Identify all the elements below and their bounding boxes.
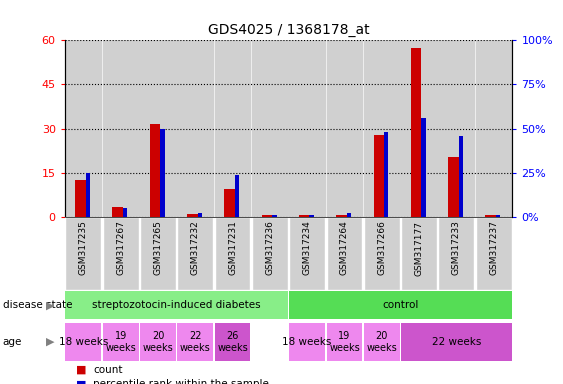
Text: GSM317234: GSM317234 — [303, 220, 312, 275]
Text: 22
weeks: 22 weeks — [180, 331, 211, 353]
Bar — [327, 323, 363, 361]
Bar — [439, 40, 474, 217]
Bar — [310, 215, 314, 217]
Bar — [336, 215, 347, 217]
Bar — [289, 40, 325, 217]
Bar — [103, 323, 138, 361]
Bar — [252, 217, 288, 290]
Text: GSM317232: GSM317232 — [191, 220, 200, 275]
Text: GSM317177: GSM317177 — [414, 220, 423, 276]
Text: ▶: ▶ — [46, 337, 55, 347]
Bar — [177, 217, 213, 290]
Bar — [327, 217, 363, 290]
Bar — [272, 215, 276, 217]
Text: 19
weeks: 19 weeks — [105, 331, 136, 353]
Bar — [347, 214, 351, 217]
Bar — [401, 40, 437, 217]
Text: age: age — [3, 337, 22, 347]
Text: 18 weeks: 18 weeks — [283, 337, 332, 347]
Text: GSM317237: GSM317237 — [489, 220, 498, 275]
Text: GSM317267: GSM317267 — [116, 220, 125, 275]
Bar — [177, 40, 213, 217]
Bar — [364, 323, 400, 361]
Bar — [103, 217, 138, 290]
Bar — [75, 180, 86, 217]
Bar — [215, 217, 251, 290]
Text: GSM317235: GSM317235 — [79, 220, 88, 275]
Bar — [289, 323, 325, 361]
Bar — [187, 214, 198, 217]
Bar — [364, 40, 400, 217]
Bar — [160, 129, 165, 217]
Bar — [439, 217, 474, 290]
Text: GSM317264: GSM317264 — [340, 220, 349, 275]
Bar — [289, 291, 512, 319]
Text: GSM317265: GSM317265 — [154, 220, 163, 275]
Bar — [476, 217, 512, 290]
Bar — [364, 217, 400, 290]
Text: GSM317236: GSM317236 — [265, 220, 274, 275]
Text: 18 weeks: 18 weeks — [59, 337, 108, 347]
Bar — [262, 215, 272, 217]
Bar — [215, 323, 251, 361]
Bar — [485, 215, 496, 217]
Bar — [448, 157, 459, 217]
Bar — [177, 323, 213, 361]
Text: 19
weeks: 19 weeks — [329, 331, 360, 353]
Bar — [289, 217, 325, 290]
Text: 20
weeks: 20 weeks — [142, 331, 173, 353]
Bar — [411, 48, 421, 217]
Title: GDS4025 / 1368178_at: GDS4025 / 1368178_at — [208, 23, 369, 36]
Text: count: count — [93, 365, 122, 375]
Bar — [421, 118, 426, 217]
Bar — [65, 40, 101, 217]
Bar — [496, 215, 501, 217]
Bar — [225, 189, 235, 217]
Text: 22 weeks: 22 weeks — [432, 337, 481, 347]
Bar — [401, 323, 512, 361]
Bar — [235, 175, 239, 217]
Bar — [299, 215, 310, 217]
Text: GSM317231: GSM317231 — [228, 220, 237, 275]
Bar — [459, 136, 463, 217]
Text: ■: ■ — [76, 379, 87, 384]
Text: control: control — [382, 300, 419, 310]
Bar — [215, 40, 251, 217]
Bar — [65, 217, 101, 290]
Bar — [140, 323, 176, 361]
Text: ■: ■ — [76, 365, 87, 375]
Bar — [65, 323, 101, 361]
Bar — [86, 173, 90, 217]
Bar — [198, 214, 202, 217]
Bar — [327, 40, 363, 217]
Bar — [140, 217, 176, 290]
Bar — [150, 124, 160, 217]
Bar — [374, 134, 384, 217]
Bar — [103, 40, 138, 217]
Text: GSM317266: GSM317266 — [377, 220, 386, 275]
Bar — [140, 40, 176, 217]
Text: 26
weeks: 26 weeks — [217, 331, 248, 353]
Text: 20
weeks: 20 weeks — [367, 331, 397, 353]
Text: percentile rank within the sample: percentile rank within the sample — [93, 379, 269, 384]
Text: ▶: ▶ — [46, 300, 55, 310]
Bar — [65, 291, 288, 319]
Text: disease state: disease state — [3, 300, 72, 310]
Bar — [384, 132, 388, 217]
Bar — [123, 208, 127, 217]
Bar — [476, 40, 512, 217]
Bar — [401, 217, 437, 290]
Bar — [113, 207, 123, 217]
Text: GSM317233: GSM317233 — [452, 220, 461, 275]
Text: streptozotocin-induced diabetes: streptozotocin-induced diabetes — [92, 300, 261, 310]
Bar — [252, 40, 288, 217]
